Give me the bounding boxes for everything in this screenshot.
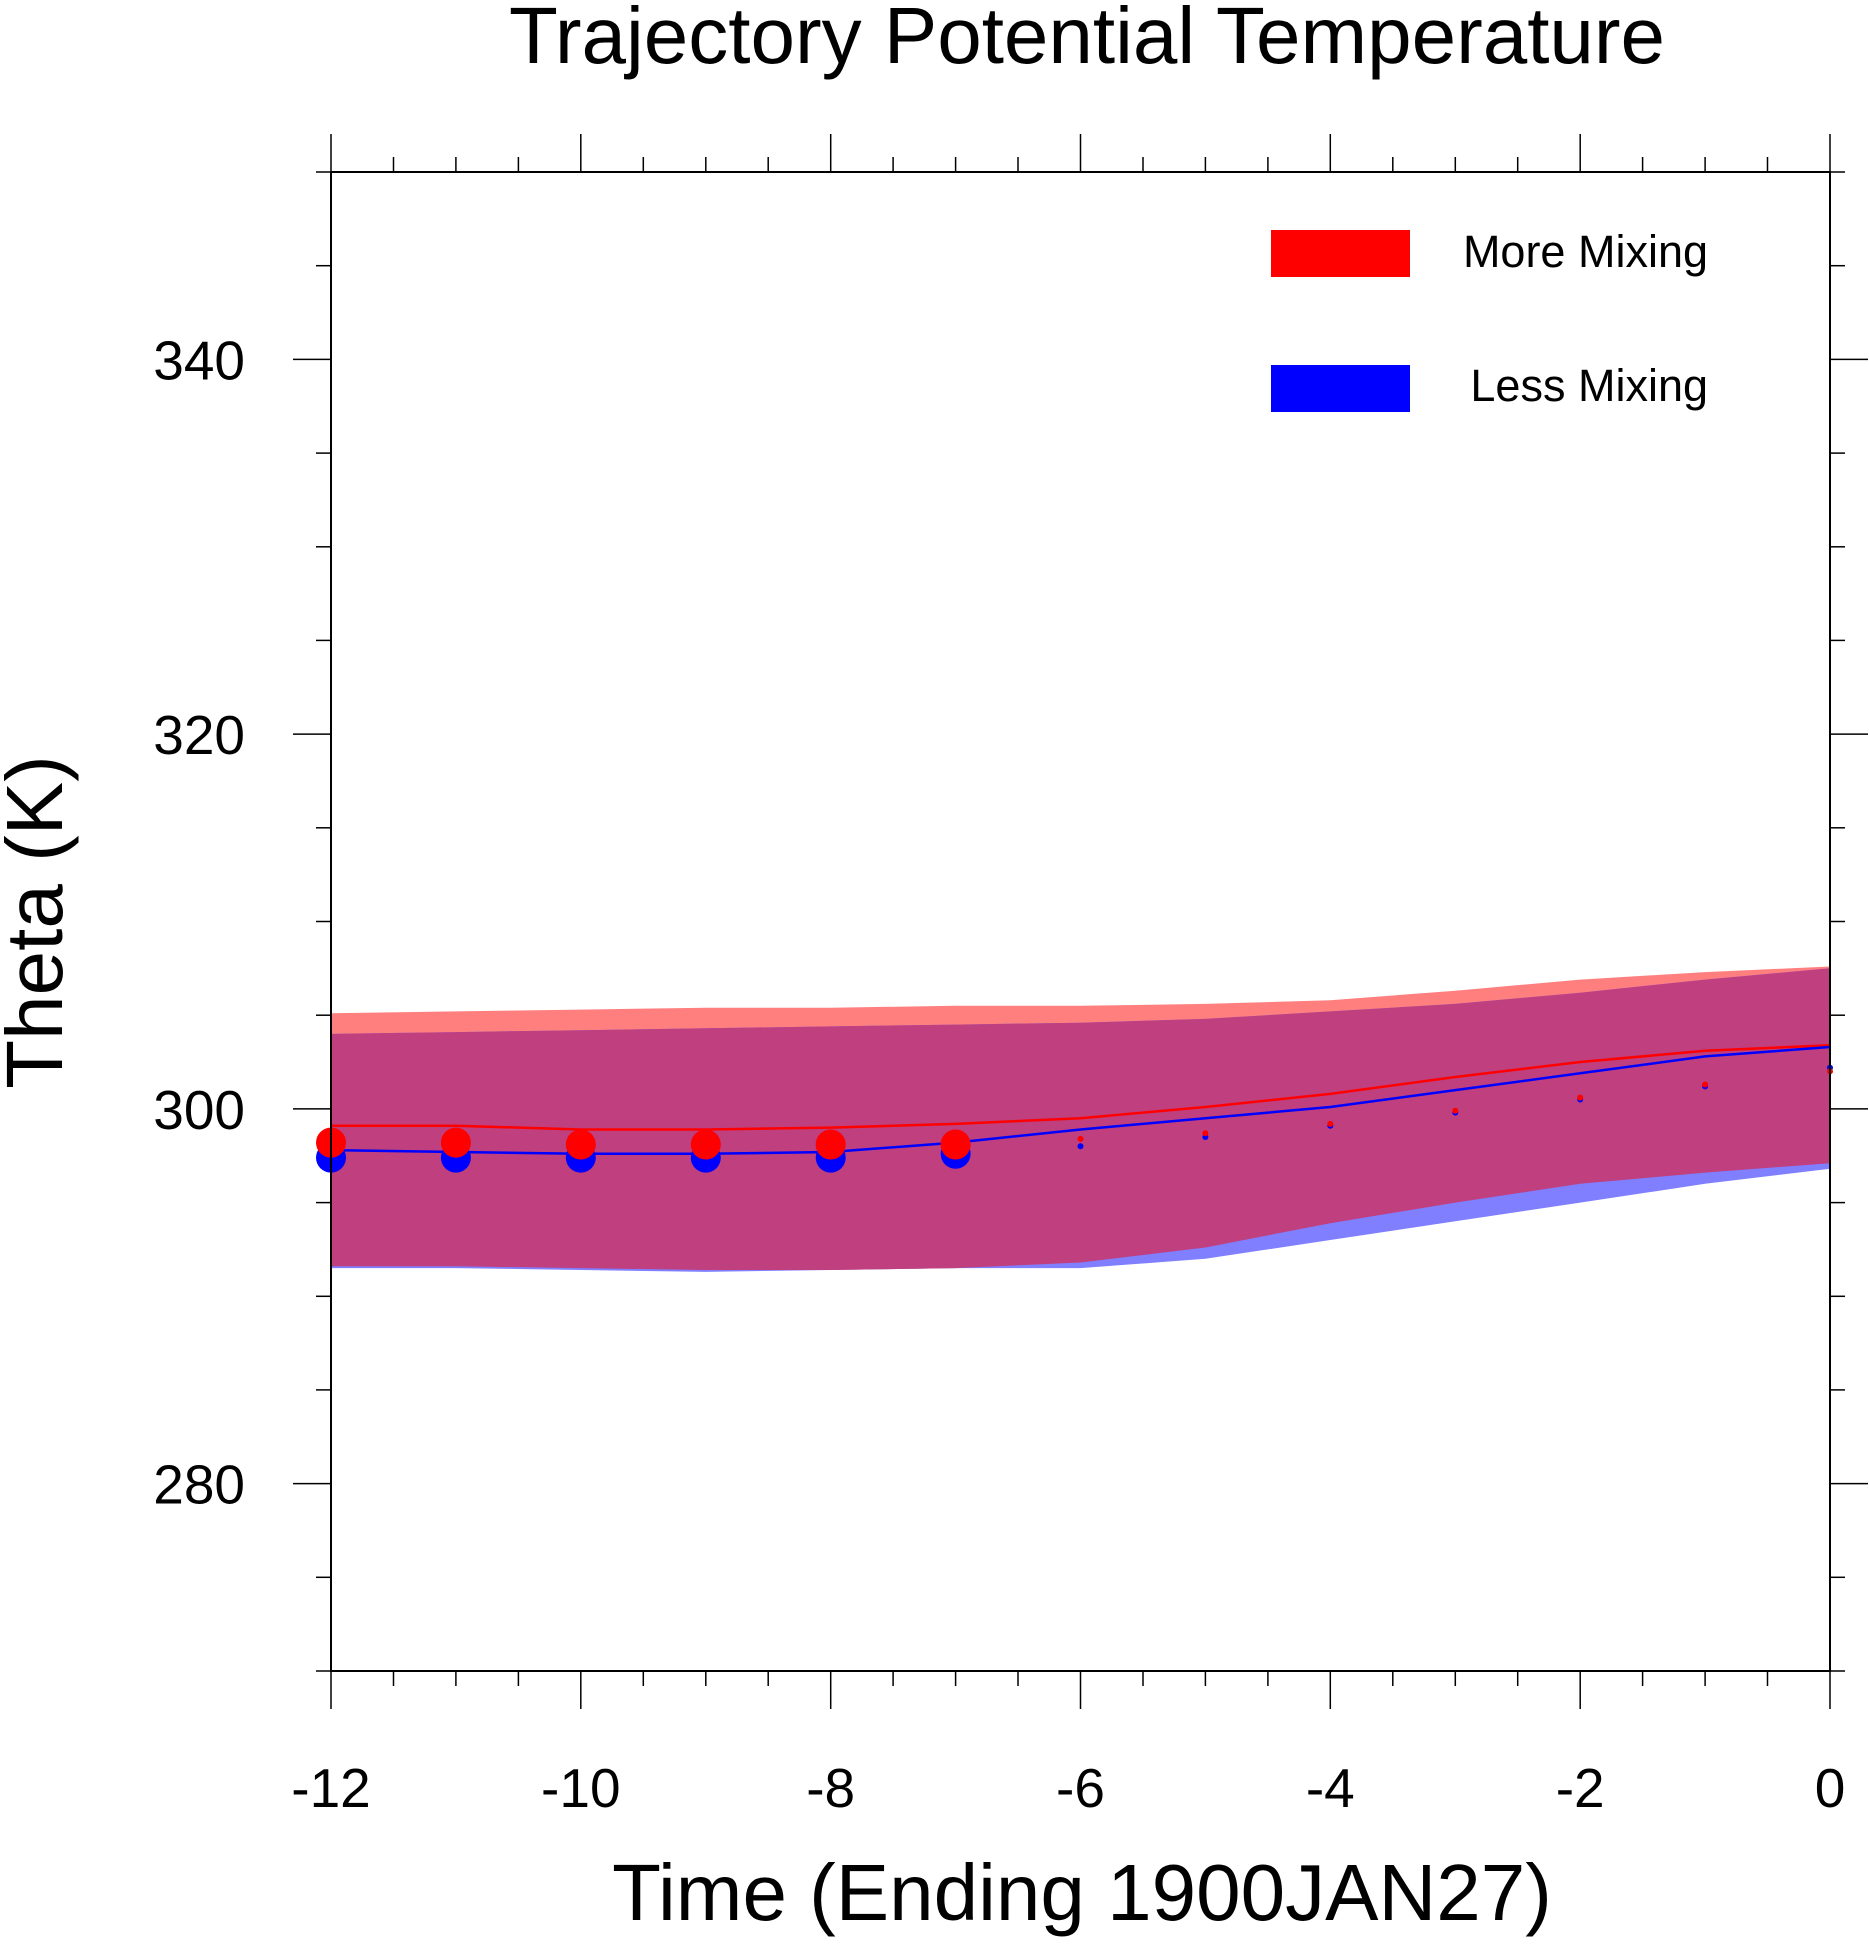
y-tick-label: 300 [153, 1079, 245, 1141]
marker-0-4 [815, 1129, 846, 1160]
marker-0-2 [565, 1129, 596, 1160]
legend-swatch-more-mixing [1271, 230, 1410, 277]
x-tick-label: -4 [1306, 1757, 1355, 1819]
axis-ticks [293, 134, 1868, 1709]
y-axis-title: Theta (K) [0, 755, 79, 1088]
marker-0-11 [1702, 1081, 1709, 1088]
chart-title: Trajectory Potential Temperature [509, 0, 1665, 80]
marker-0-9 [1452, 1107, 1459, 1114]
marker-0-10 [1577, 1094, 1584, 1101]
x-axis-title: Time (Ending 1900JAN27) [612, 1848, 1552, 1937]
legend: More Mixing Less Mixing [1271, 226, 1708, 412]
x-tick-label: 0 [1815, 1757, 1846, 1819]
x-tick-labels: -12 -10 -8 -6 -4 -2 0 [291, 1757, 1845, 1819]
x-tick-label: -10 [541, 1757, 621, 1819]
y-tick-label: 340 [153, 329, 245, 391]
marker-0-8 [1327, 1120, 1334, 1127]
y-tick-labels: 280 300 320 340 [153, 329, 245, 1515]
legend-swatch-less-mixing [1271, 365, 1410, 412]
x-tick-label: -12 [291, 1757, 371, 1819]
y-tick-label: 280 [153, 1454, 245, 1516]
legend-label-more-mixing: More Mixing [1463, 226, 1708, 277]
x-tick-label: -6 [1056, 1757, 1105, 1819]
marker-0-6 [1077, 1135, 1084, 1142]
y-tick-label: 320 [153, 704, 245, 766]
confidence-bands [331, 966, 1830, 1272]
marker-1-6 [1077, 1143, 1084, 1150]
marker-0-1 [440, 1127, 471, 1158]
marker-0-3 [690, 1129, 721, 1160]
x-tick-label: -2 [1556, 1757, 1605, 1819]
marker-0-7 [1202, 1130, 1209, 1137]
x-tick-label: -8 [806, 1757, 855, 1819]
legend-label-less-mixing: Less Mixing [1470, 360, 1708, 411]
marker-0-5 [940, 1129, 971, 1160]
